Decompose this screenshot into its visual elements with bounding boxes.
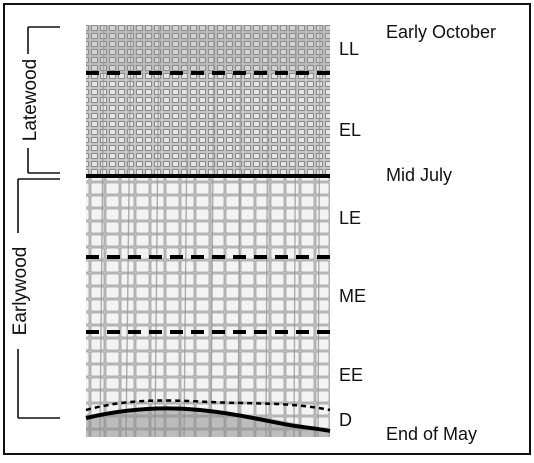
zone-label-ee: EE xyxy=(339,365,363,385)
latewood-tissue xyxy=(86,25,330,177)
radial-rays xyxy=(99,25,321,437)
zone-label-me: ME xyxy=(339,286,366,306)
wood-micrograph xyxy=(86,25,330,437)
earlywood-label: Earlywood xyxy=(10,247,31,336)
zone-label-le: LE xyxy=(339,208,361,228)
date-label-mid-july: Mid July xyxy=(386,165,452,185)
zone-label-el: EL xyxy=(339,120,361,140)
zone-label-ll: LL xyxy=(339,39,359,59)
date-label-end-of-may: End of May xyxy=(386,424,477,444)
previous-ring-tissue xyxy=(86,408,330,437)
latewood-label: Latewood xyxy=(20,59,41,141)
date-label-early-october: Early October xyxy=(386,22,496,42)
boundary-ee-d xyxy=(85,399,331,412)
earlywood-tissue xyxy=(86,177,330,437)
zone-label-d: D xyxy=(339,410,352,430)
ring-boundary-end-of-may xyxy=(85,406,331,433)
